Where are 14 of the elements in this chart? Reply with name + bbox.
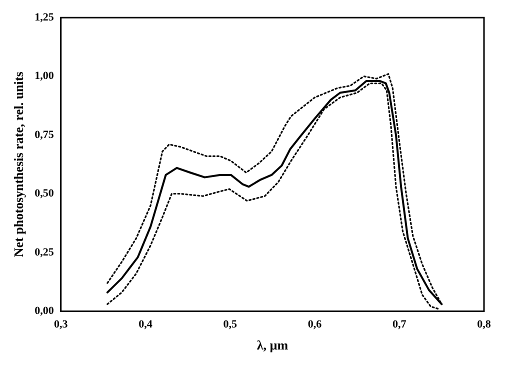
y-tick-label: 1,25 [34,11,54,24]
y-tick-label: 0,00 [34,305,54,318]
x-tick-label: 0,3 [54,318,68,331]
y-tick-label: 1,00 [34,70,54,82]
x-tick-label: 0,7 [392,318,407,331]
y-tick-label: 0,75 [34,128,54,141]
y-axis-title: Net photosynthesis rate, rel. units [11,72,26,258]
y-tick-label: 0,50 [34,188,54,200]
x-tick-label: 0,5 [223,318,238,331]
x-tick-label: 0,4 [138,318,153,331]
x-axis-title: λ, µm [256,338,288,353]
y-tick-label: 0,25 [34,246,54,258]
x-tick-label: 0,8 [477,318,492,331]
x-tick-label: 0,6 [308,318,322,331]
